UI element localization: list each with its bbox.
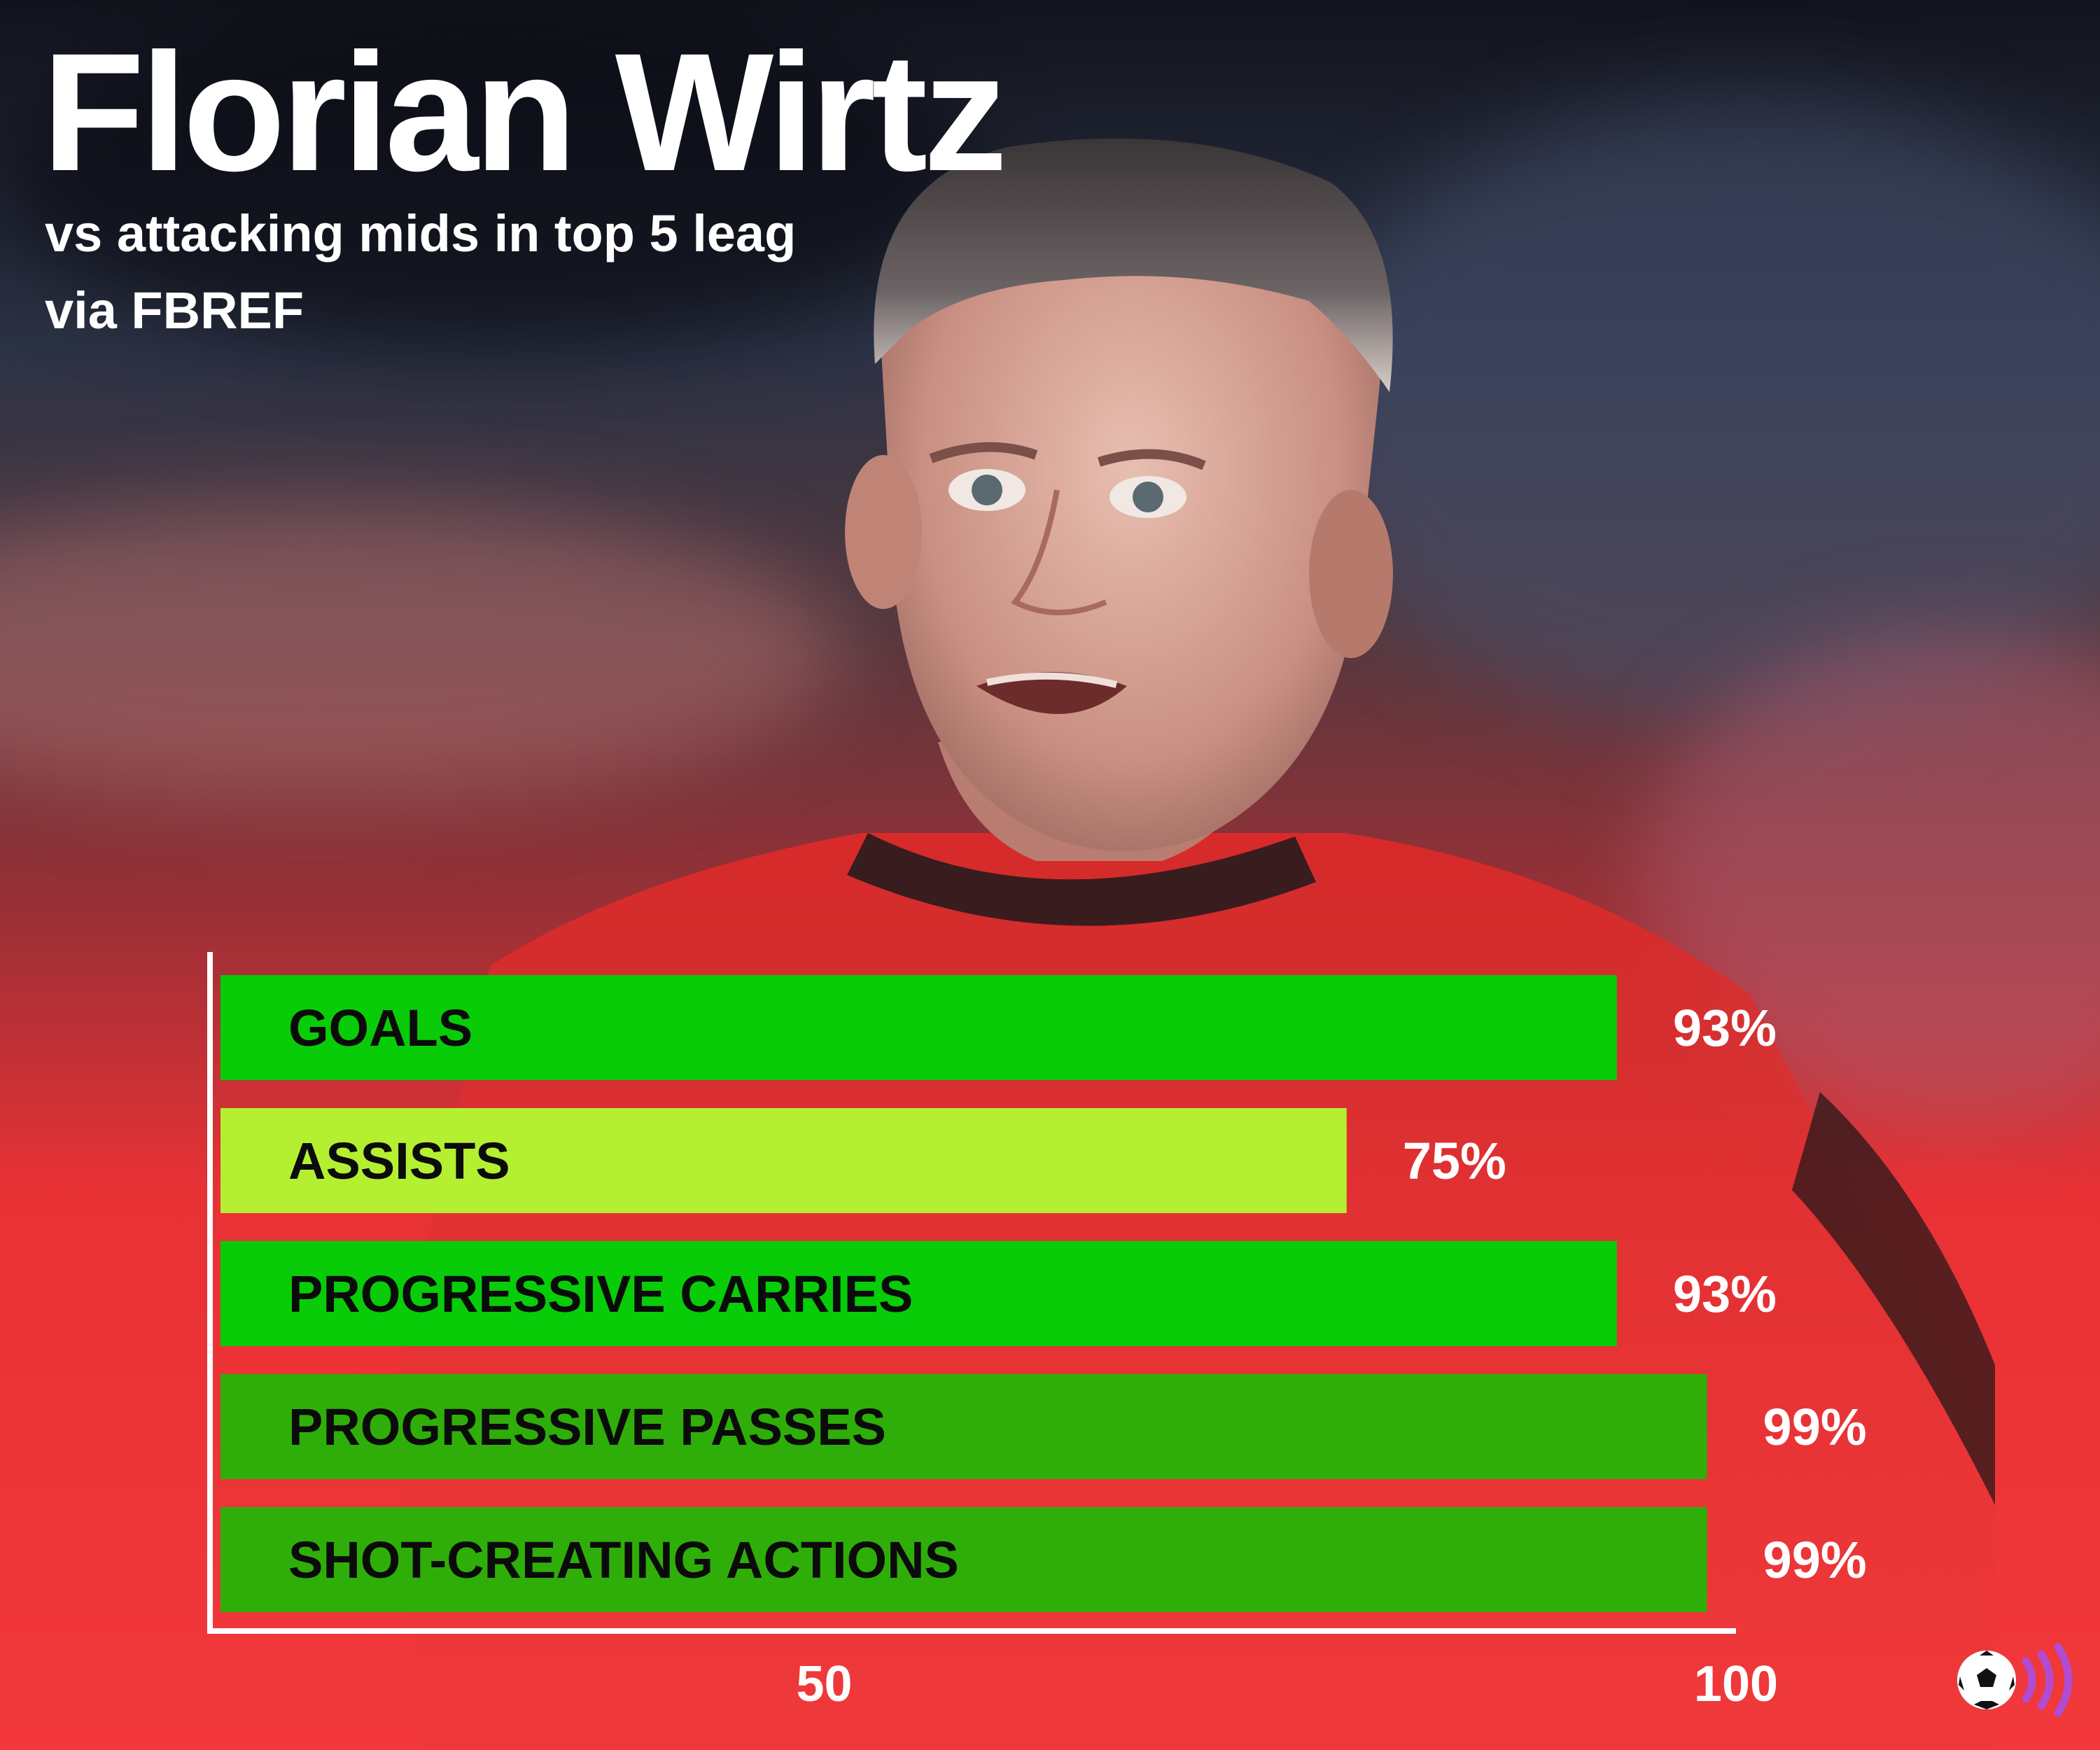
bar-assists [220, 1108, 1347, 1213]
bar-category-label: SHOT-CREATING ACTIONS [288, 1531, 959, 1589]
bar-category-label: GOALS [288, 999, 472, 1057]
source-note: via FBREF [45, 281, 304, 340]
x-tick-label: 50 [796, 1656, 852, 1712]
bar-progressive-passes [220, 1374, 1707, 1479]
x-tick-labels: 50 100 [796, 1656, 1778, 1712]
football-broadcast-icon [1957, 1643, 2073, 1717]
bar-progressive-carries [220, 1241, 1617, 1346]
background-blur [1295, 98, 2100, 728]
bar-category-label: PROGRESSIVE PASSES [288, 1398, 886, 1456]
bar-shot-creating-actions [220, 1507, 1707, 1612]
bar-value-label: 93% [1673, 999, 1777, 1057]
bar-goals [220, 975, 1617, 1080]
bar-category-label: PROGRESSIVE CARRIES [288, 1265, 913, 1323]
background-shade [0, 0, 980, 350]
background-blur [0, 504, 840, 798]
bar-category-label: ASSISTS [288, 1132, 510, 1190]
bars-layer: GOALS 93% ASSISTS 75% PROGRESSIVE CARRIES 93%… [220, 975, 1867, 1612]
bar-value-label: 99% [1763, 1398, 1867, 1456]
player-head [845, 138, 1393, 861]
x-tick-label: 100 [1694, 1656, 1778, 1712]
bar-value-label: 75% [1403, 1132, 1506, 1190]
bar-value-label: 99% [1763, 1531, 1867, 1589]
chart-subtitle: vs attacking mids in top 5 leag [45, 204, 797, 262]
chart-title: Florian Wirtz [42, 18, 1007, 206]
bar-value-label: 93% [1673, 1265, 1777, 1323]
